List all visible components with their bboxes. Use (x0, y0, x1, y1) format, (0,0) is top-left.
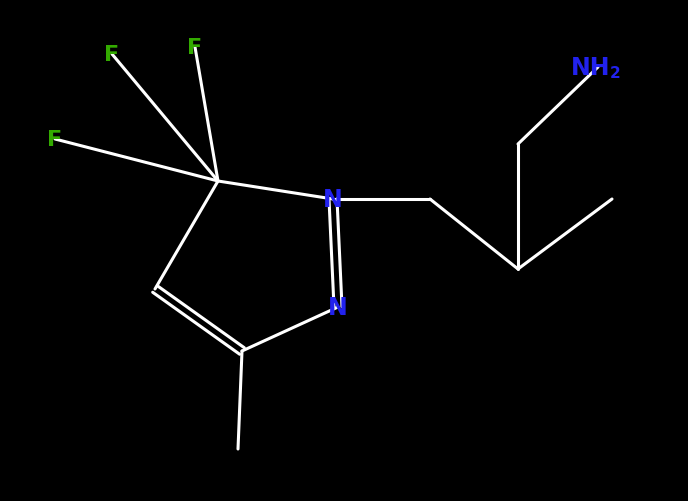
Text: NH: NH (571, 56, 611, 80)
Text: 2: 2 (610, 65, 621, 80)
Text: N: N (328, 296, 348, 319)
Text: F: F (187, 38, 202, 58)
Text: F: F (47, 130, 63, 150)
Text: F: F (105, 45, 120, 65)
Text: N: N (323, 188, 343, 211)
